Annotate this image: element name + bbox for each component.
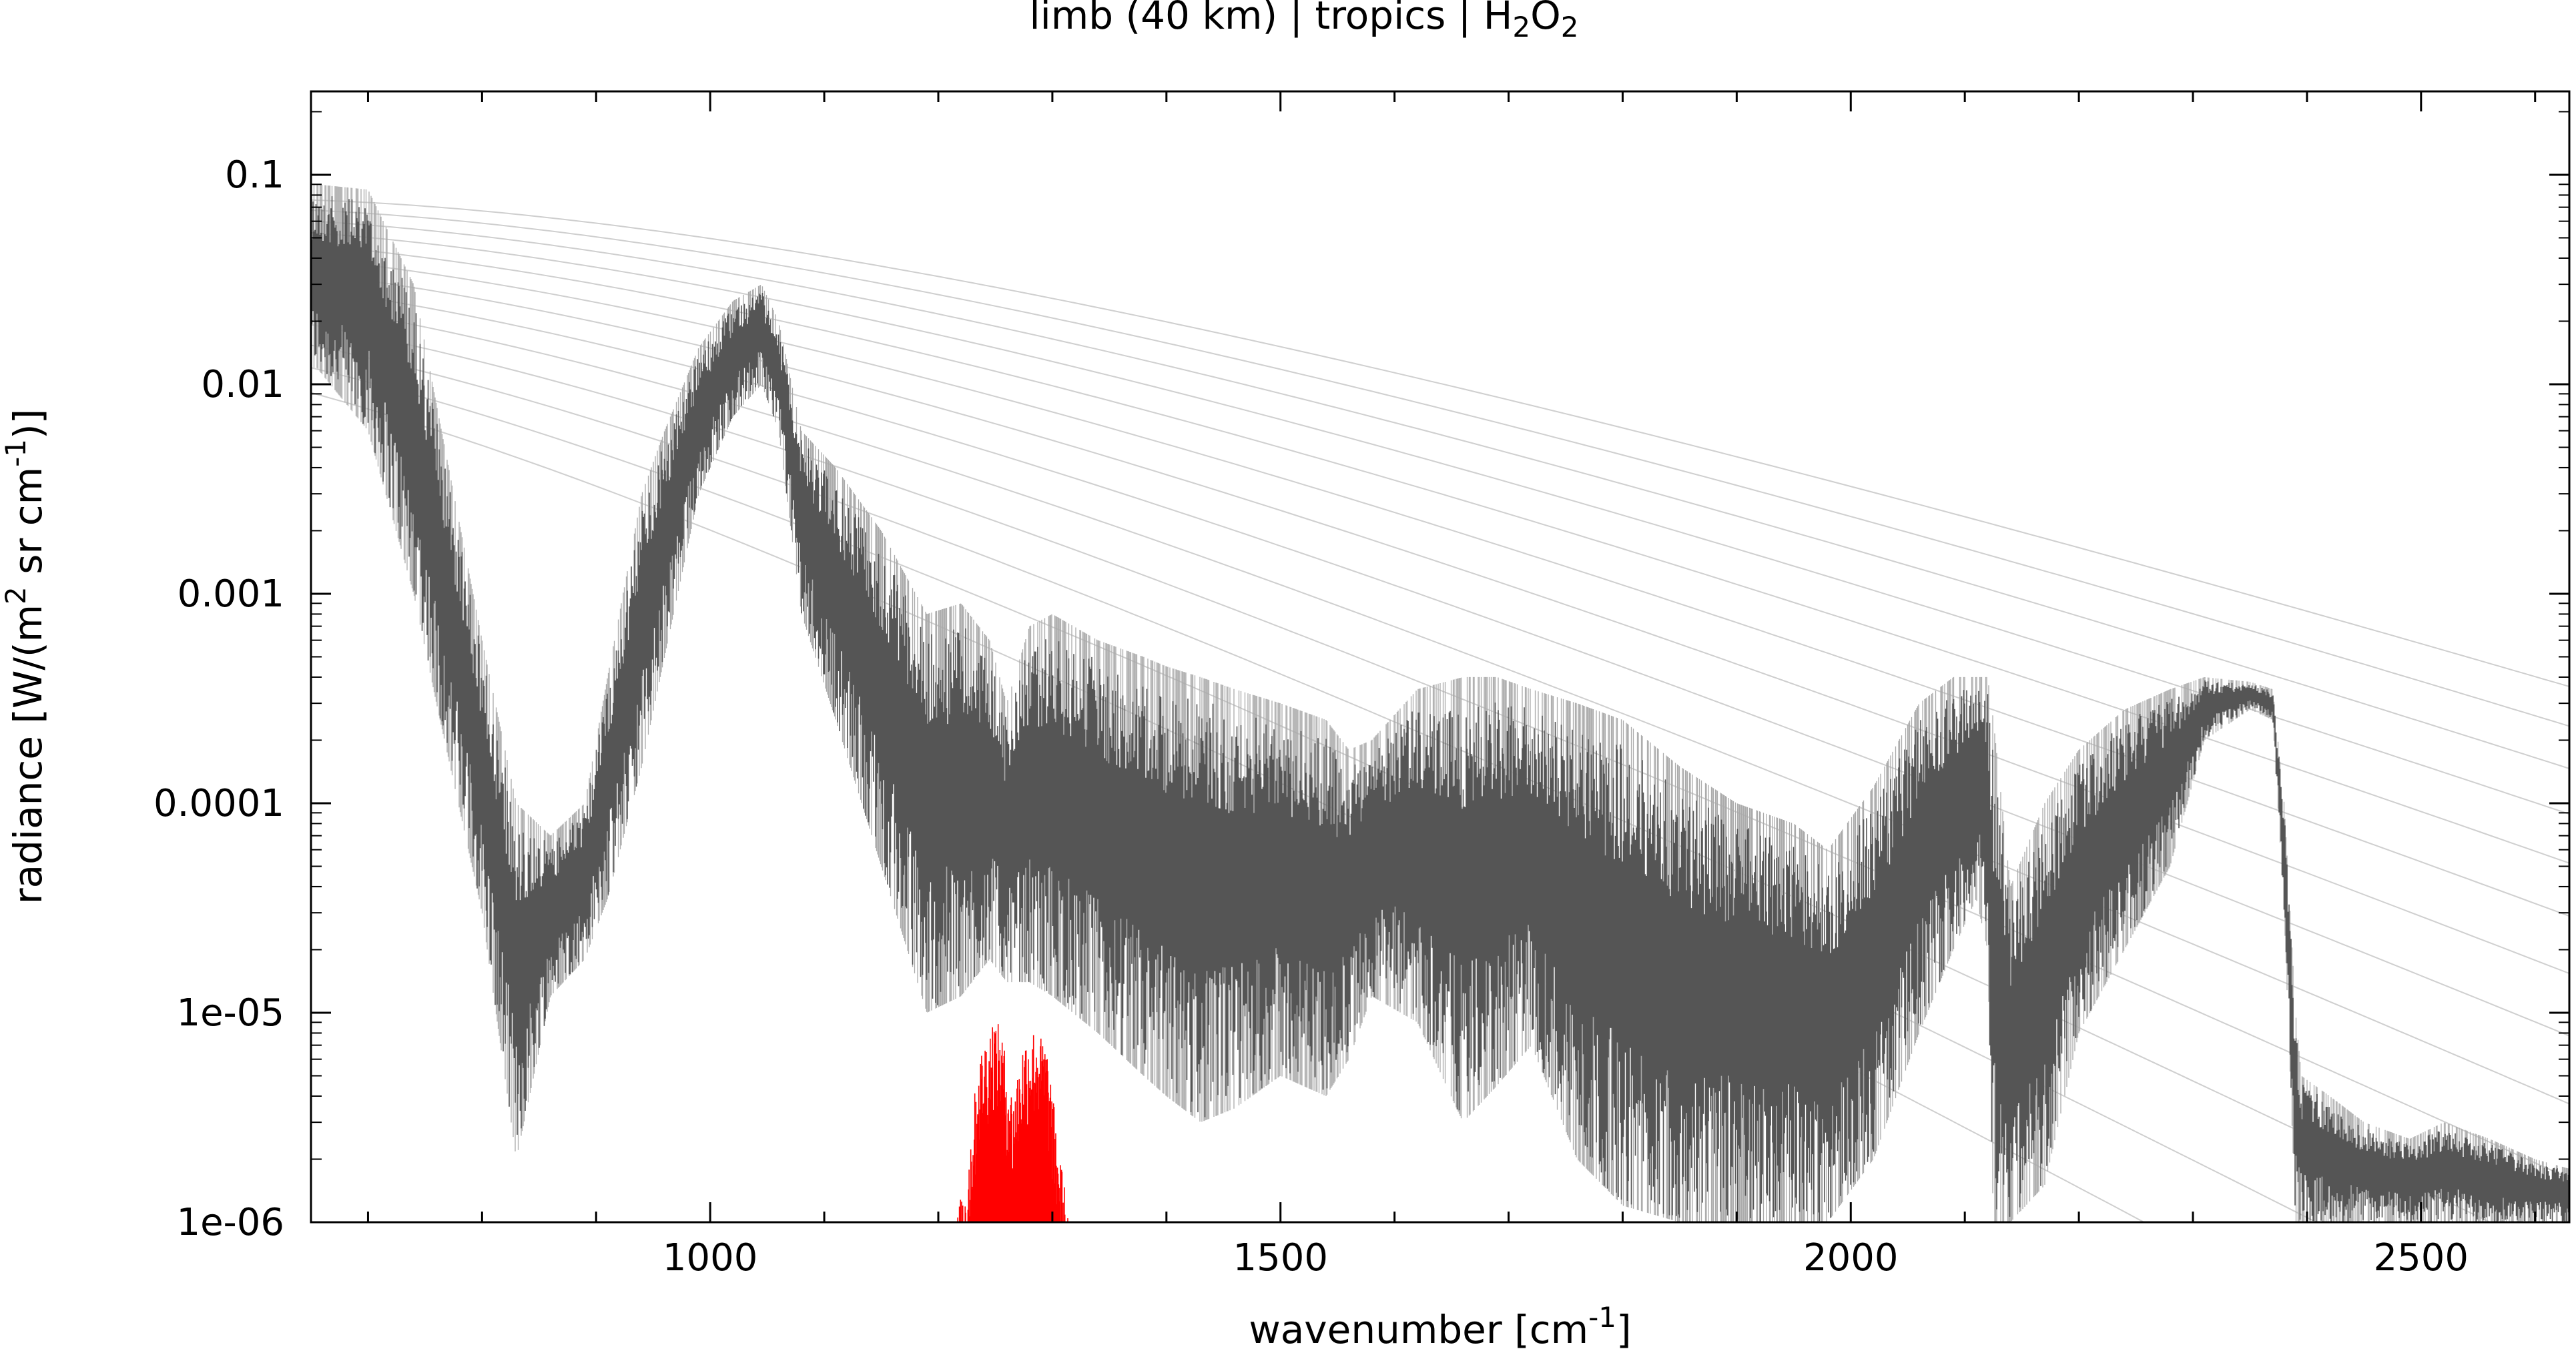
x-tick-label: 2000 <box>1803 1236 1899 1280</box>
y-tick-label: 0.0001 <box>153 782 284 825</box>
chart-title: limb (40 km) | tropics | H2O2 <box>1030 0 1579 43</box>
h2o2-radiance-series <box>954 1024 1070 1222</box>
planck-curve <box>311 232 2569 815</box>
y-tick-label: 0.001 <box>178 572 284 616</box>
planck-curve <box>311 272 2569 975</box>
y-tick-label: 1e-05 <box>176 991 284 1035</box>
y-tick-label: 1e-06 <box>176 1201 284 1244</box>
y-tick-label: 0.01 <box>201 363 284 406</box>
x-axis-title: wavenumber [cm-1] <box>1249 1301 1631 1352</box>
x-tick-label: 1500 <box>1233 1236 1328 1280</box>
radiance-spectra <box>311 184 2569 1222</box>
y-tick-label: 0.1 <box>225 153 284 197</box>
y-axis-title: radiance [W/(m2 sr cm-1)] <box>0 409 51 905</box>
planck-curve <box>311 199 2569 688</box>
x-tick-label: 1000 <box>663 1236 758 1280</box>
total-radiance-series <box>311 196 2569 1222</box>
planck-curve <box>311 258 2569 917</box>
x-tick-label: 2500 <box>2374 1236 2469 1280</box>
planck-curve <box>311 209 2569 727</box>
y-axis-ticks: 1e-06 1e-05 0.0001 0.001 0.01 0.1 <box>153 111 2569 1244</box>
planck-curve <box>311 288 2569 1037</box>
x-axis-ticks: 1000 1500 2000 2500 <box>366 91 2537 1280</box>
planck-curve <box>311 220 2569 769</box>
